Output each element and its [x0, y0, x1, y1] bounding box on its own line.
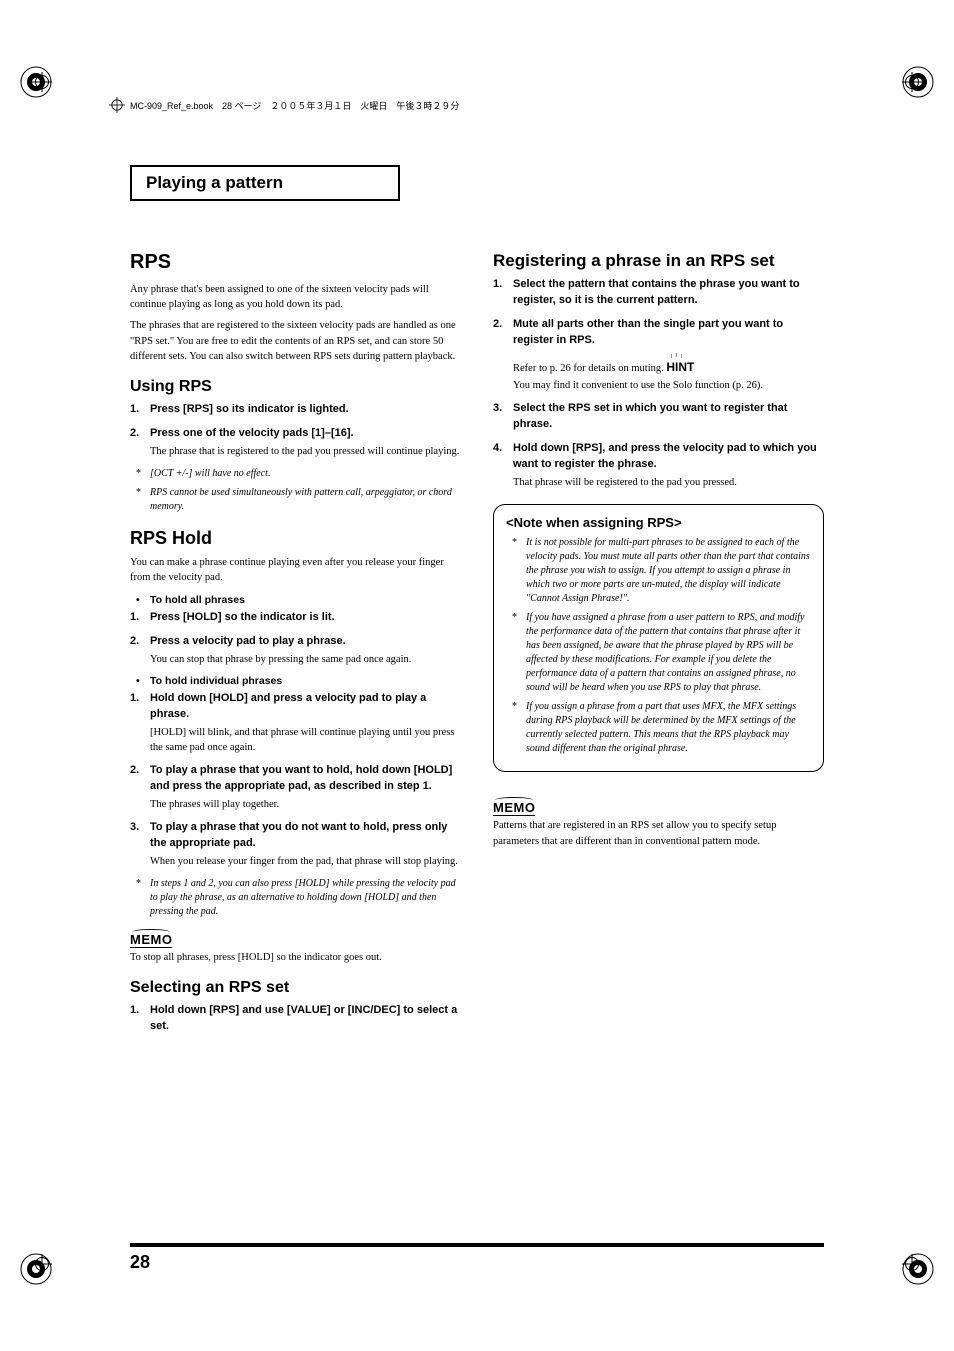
hint-text: You may find it convenient to use the So… [513, 378, 824, 393]
note-item: If you have assigned a phrase from a use… [506, 611, 811, 695]
left-column: RPS Any phrase that's been assigned to o… [130, 251, 461, 1043]
note-item: It is not possible for multi-part phrase… [506, 536, 811, 606]
step-body: You can stop that phrase by pressing the… [150, 654, 411, 665]
memo-text: To stop all phrases, press [HOLD] so the… [130, 950, 461, 965]
page-number: 28 [130, 1252, 150, 1273]
print-header: MC-909_Ref_e.book 28 ページ ２００５年３月１日 火曜日 午… [110, 98, 844, 112]
step-title: To play a phrase that you want to hold, … [150, 763, 461, 795]
using-rps-heading: Using RPS [130, 378, 461, 396]
note-item: If you assign a phrase from a part that … [506, 700, 811, 756]
hold-indiv-label: To hold individual phrases [130, 675, 461, 687]
step-title: Press [RPS] so its indicator is lighted. [150, 402, 461, 418]
rps-intro-1: Any phrase that's been assigned to one o… [130, 282, 461, 312]
crop-mark-bl [35, 1257, 49, 1276]
memo-text: Patterns that are registered in an RPS s… [493, 818, 824, 848]
step-title: To play a phrase that you do not want to… [150, 820, 461, 852]
register-steps: Select the pattern that contains the phr… [493, 277, 824, 490]
step-body: When you release your finger from the pa… [150, 856, 458, 867]
rps-hold-intro: You can make a phrase continue playing e… [130, 555, 461, 585]
footer-rule [130, 1243, 824, 1247]
rps-intro-2: The phrases that are registered to the s… [130, 318, 461, 364]
crop-mark-br [905, 1257, 919, 1276]
memo-icon: MEMO [493, 800, 535, 816]
step-title: Select the RPS set in which you want to … [513, 401, 824, 433]
footnote: RPS cannot be used simultaneously with p… [130, 486, 461, 514]
step-title: Select the pattern that contains the phr… [513, 277, 824, 309]
hold-indiv-steps: Hold down [HOLD] and press a velocity pa… [130, 691, 461, 870]
select-rps-steps: Hold down [RPS] and use [VALUE] or [INC/… [130, 1003, 461, 1035]
step-body: That phrase will be registered to the pa… [513, 477, 737, 488]
footnote: In steps 1 and 2, you can also press [HO… [130, 877, 461, 919]
step-title: Mute all parts other than the single par… [513, 317, 824, 349]
registering-heading: Registering a phrase in an RPS set [493, 251, 824, 271]
step-title: Hold down [RPS], and press the velocity … [513, 441, 824, 473]
note-when-assigning-box: <Note when assigning RPS> It is not poss… [493, 504, 824, 772]
rps-hold-heading: RPS Hold [130, 528, 461, 549]
memo-icon: MEMO [130, 932, 172, 948]
crop-mark-tr [905, 75, 919, 94]
step-title: Hold down [HOLD] and press a velocity pa… [150, 691, 461, 723]
step-title: Press a velocity pad to play a phrase. [150, 634, 461, 650]
footnote: [OCT +/-] will have no effect. [130, 467, 461, 481]
hold-all-steps: Press [HOLD] so the indicator is lit. Pr… [130, 610, 461, 667]
rps-heading: RPS [130, 251, 461, 274]
using-rps-steps: Press [RPS] so its indicator is lighted.… [130, 402, 461, 459]
right-column: Registering a phrase in an RPS set Selec… [493, 251, 824, 1043]
selecting-rps-heading: Selecting an RPS set [130, 979, 461, 997]
page-section-title: Playing a pattern [130, 165, 400, 201]
step-body: [HOLD] will blink, and that phrase will … [150, 727, 454, 753]
step-title: Press one of the velocity pads [1]–[16]. [150, 426, 461, 442]
step-title: Hold down [RPS] and use [VALUE] or [INC/… [150, 1003, 461, 1035]
note-box-title: <Note when assigning RPS> [506, 515, 811, 530]
hint-icon: HINT [666, 357, 694, 376]
step-body: Refer to p. 26 for details on muting. [513, 363, 664, 374]
book-info-text: MC-909_Ref_e.book 28 ページ ２００５年３月１日 火曜日 午… [130, 99, 459, 112]
crop-mark-tl [35, 75, 49, 94]
step-title: Press [HOLD] so the indicator is lit. [150, 610, 461, 626]
hold-all-label: To hold all phrases [130, 594, 461, 606]
step-body: The phrase that is registered to the pad… [150, 446, 459, 457]
step-body: The phrases will play together. [150, 799, 279, 810]
